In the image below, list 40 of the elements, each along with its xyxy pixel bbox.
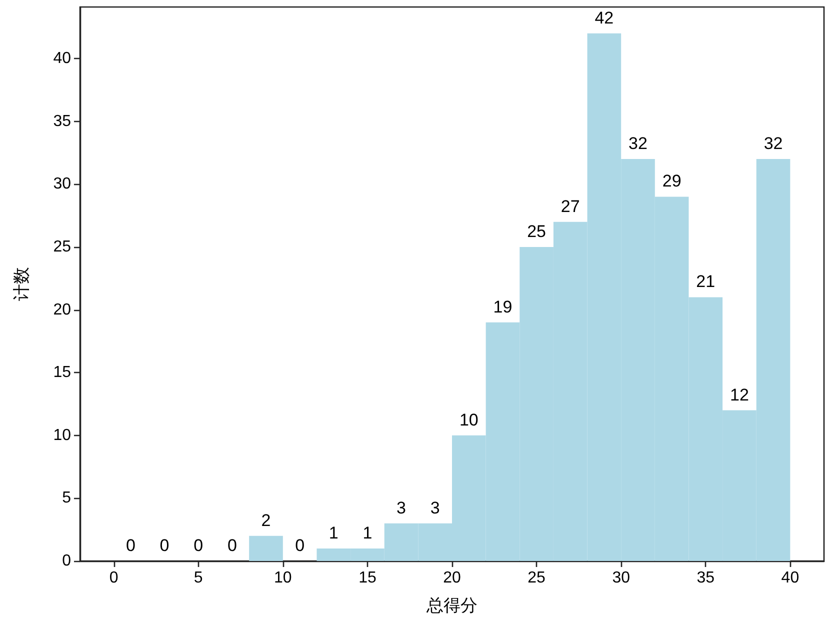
data-label: 29: [662, 172, 682, 191]
x-tick-label: 40: [781, 570, 800, 586]
x-tick-label: 20: [443, 570, 461, 586]
y-tick-label: 20: [53, 301, 72, 318]
data-label: 19: [493, 297, 512, 316]
x-tick-label: 5: [194, 570, 203, 586]
x-tick-label: 35: [696, 570, 715, 586]
data-label: 27: [560, 196, 580, 216]
y-tick-label: 35: [53, 112, 72, 130]
data-label: 0: [295, 536, 305, 555]
x-tick-label: 25: [528, 570, 546, 586]
data-label: 12: [730, 385, 749, 404]
x-tick-label: 15: [358, 570, 376, 586]
y-tick-label: 5: [62, 490, 72, 507]
data-label: 1: [328, 523, 338, 542]
x-tick-label: 10: [274, 570, 292, 586]
x-axis-title: 总得分: [426, 596, 478, 615]
x-tick-label: 0: [109, 570, 118, 586]
y-tick-label: 25: [53, 238, 72, 256]
data-label: 0: [227, 536, 237, 555]
y-tick-label: 30: [53, 176, 72, 193]
x-tick-label: 30: [612, 570, 630, 586]
data-label: 10: [459, 410, 478, 430]
y-axis-title: 计数: [12, 267, 31, 301]
y-tick-label: 40: [53, 50, 72, 68]
data-label: 0: [160, 536, 170, 555]
data-label: 2: [261, 510, 271, 530]
data-label: 1: [362, 523, 372, 542]
y-tick-label: 10: [53, 426, 72, 444]
data-label: 3: [396, 498, 406, 518]
data-label: 32: [764, 134, 783, 154]
data-label: 32: [628, 134, 648, 154]
data-label: 0: [126, 536, 136, 555]
y-tick-label: 0: [62, 552, 72, 570]
data-label: 21: [696, 272, 716, 292]
data-label: 42: [594, 8, 614, 28]
data-label: 25: [527, 222, 546, 241]
data-label: 0: [194, 536, 204, 555]
y-tick-label: 15: [53, 364, 72, 382]
data-label: 3: [430, 498, 440, 518]
